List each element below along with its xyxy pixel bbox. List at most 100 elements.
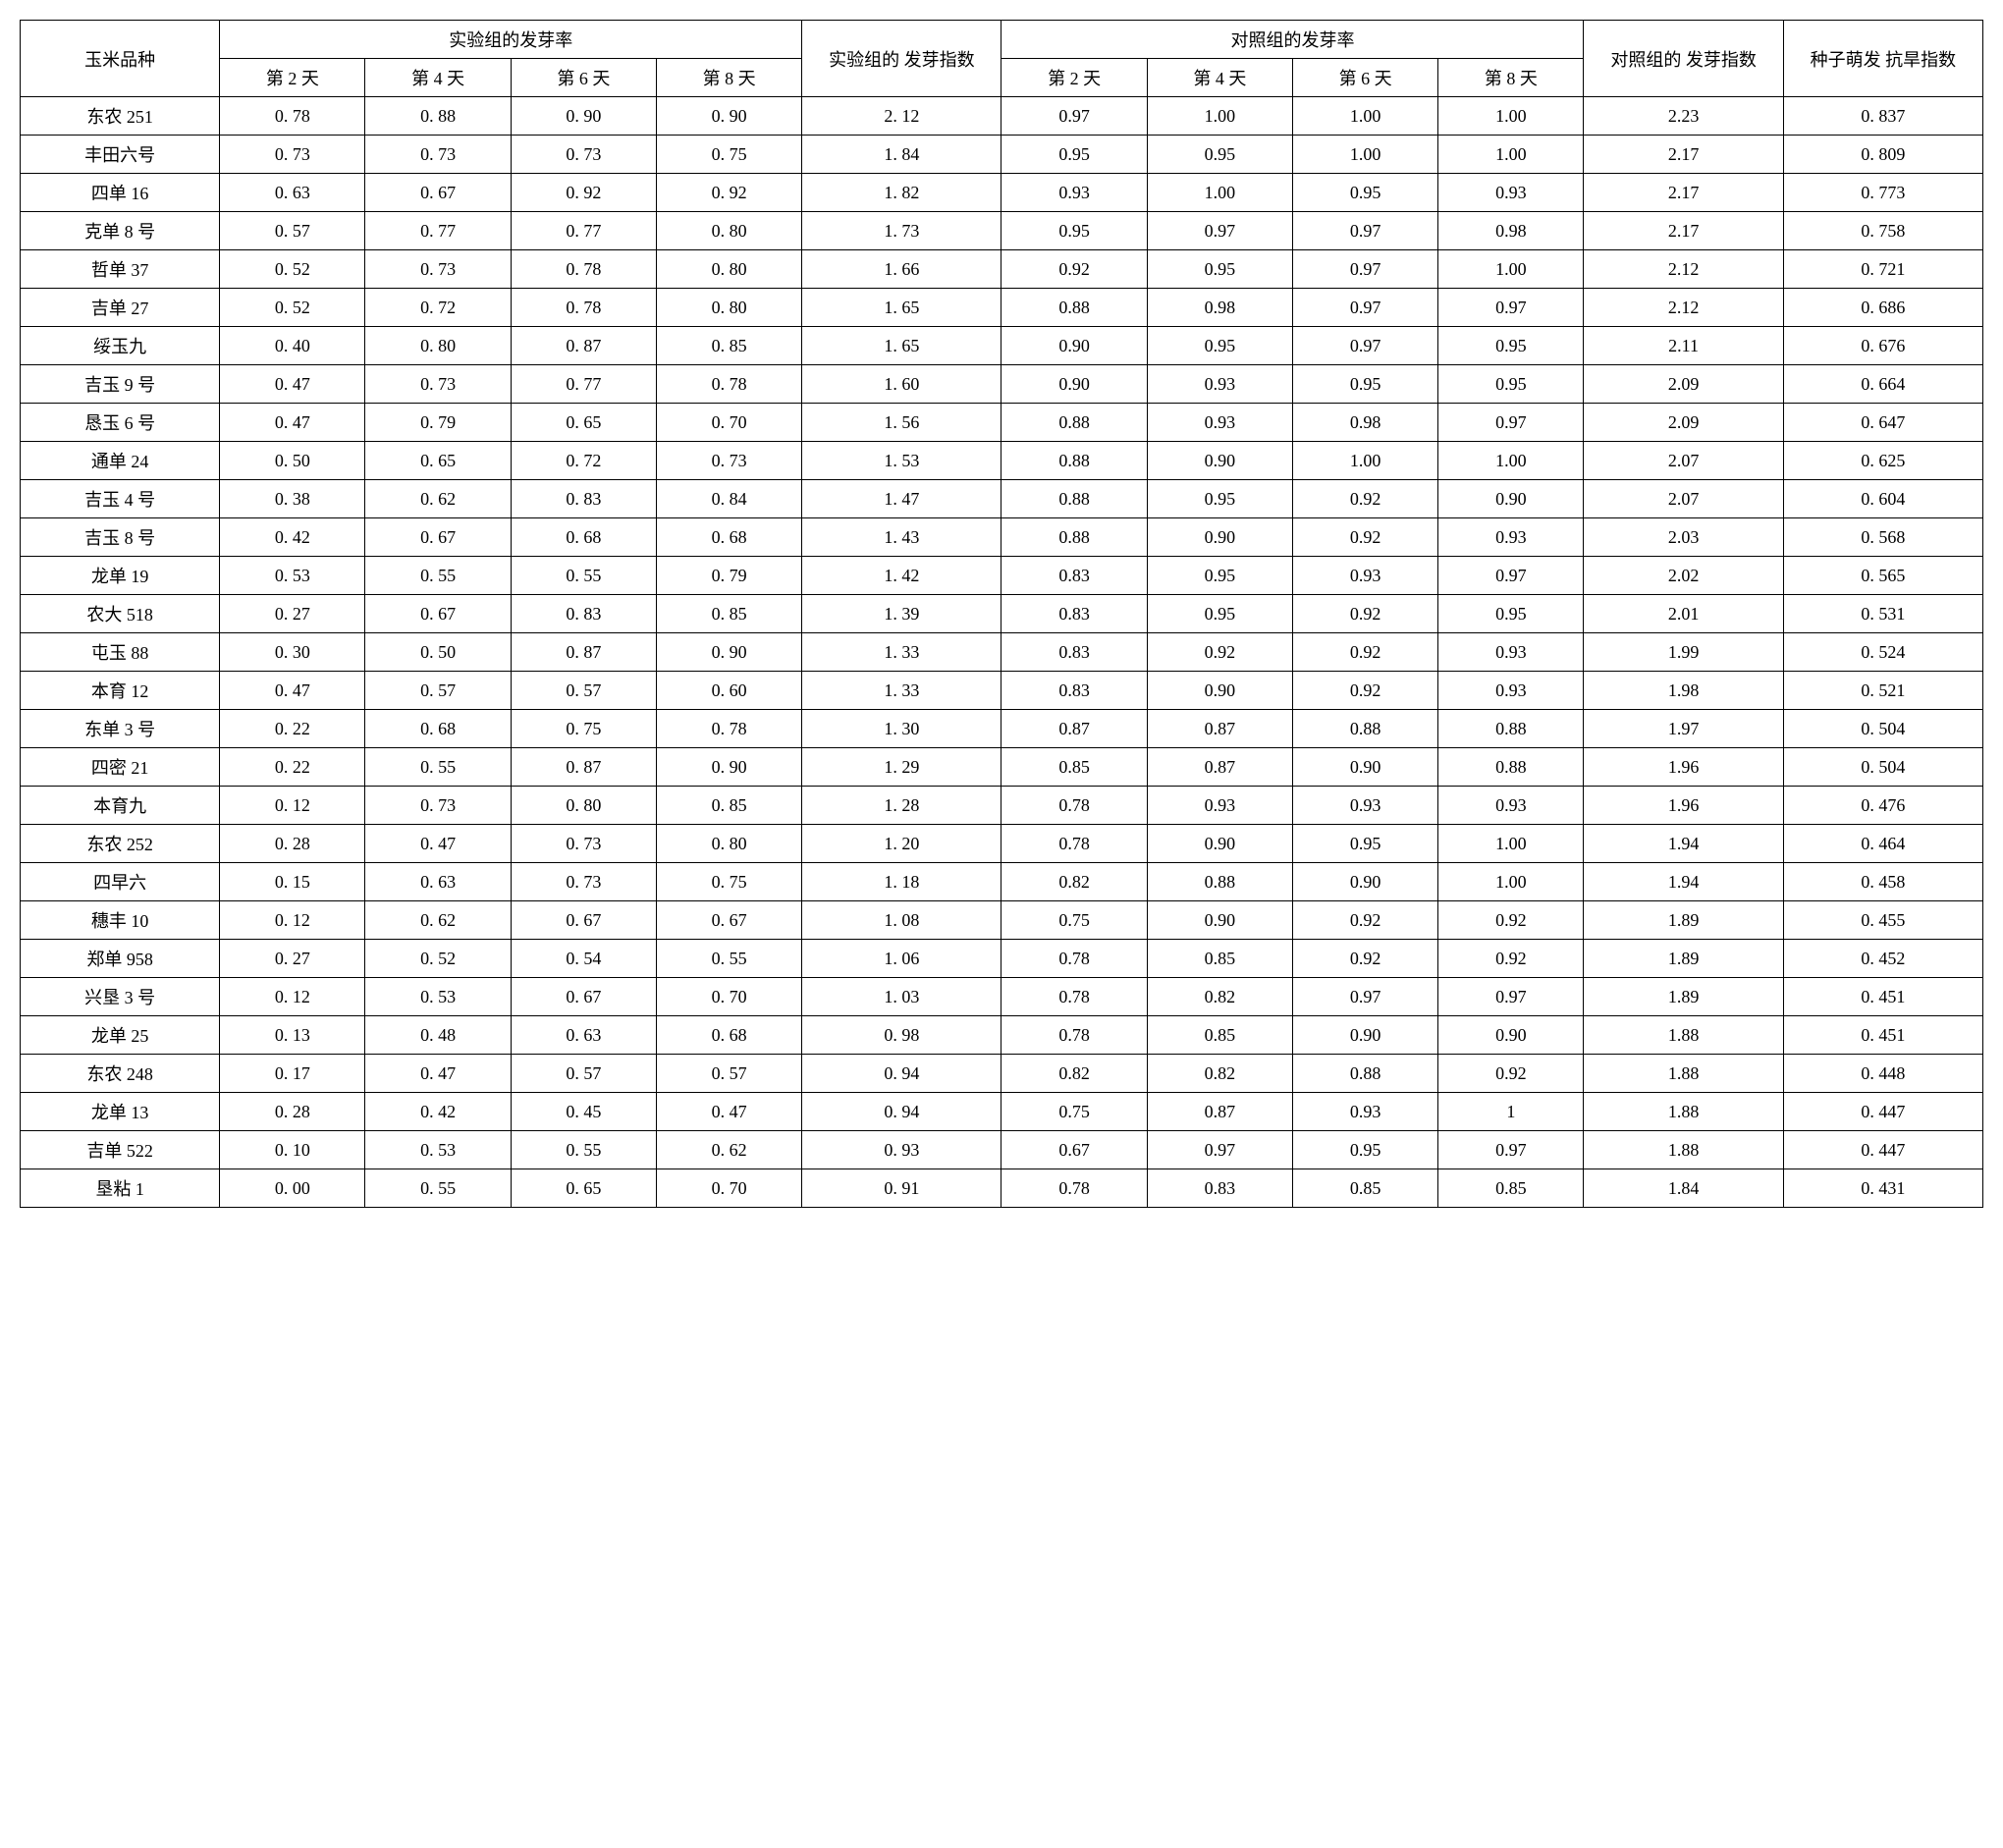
table-cell: 0. 604: [1783, 480, 1982, 518]
header-exp-d6: 第 6 天: [511, 59, 656, 97]
table-cell: 0.78: [1002, 940, 1147, 978]
table-cell: 0. 67: [365, 174, 511, 212]
table-cell: 1.00: [1438, 97, 1584, 136]
table-cell: 0.97: [1292, 212, 1437, 250]
table-cell: 1. 82: [802, 174, 1002, 212]
table-cell: 0. 52: [220, 250, 365, 289]
table-row: 吉玉 8 号0. 420. 670. 680. 681. 430.880.900…: [21, 518, 1983, 557]
table-cell: 2.07: [1584, 480, 1783, 518]
table-cell: 0. 625: [1783, 442, 1982, 480]
table-cell: 1.00: [1292, 442, 1437, 480]
header-ctrl-d2: 第 2 天: [1002, 59, 1147, 97]
table-row: 郑单 9580. 270. 520. 540. 551. 060.780.850…: [21, 940, 1983, 978]
table-cell: 0. 83: [511, 480, 656, 518]
table-cell: 0.85: [1292, 1169, 1437, 1208]
table-cell: 吉玉 9 号: [21, 365, 220, 404]
table-cell: 0. 77: [365, 212, 511, 250]
table-cell: 0. 452: [1783, 940, 1982, 978]
table-cell: 0. 17: [220, 1055, 365, 1093]
table-cell: 0.93: [1292, 1093, 1437, 1131]
table-cell: 0. 83: [511, 595, 656, 633]
table-cell: 0. 67: [656, 901, 801, 940]
table-cell: 0.88: [1438, 748, 1584, 787]
table-cell: 0. 686: [1783, 289, 1982, 327]
table-cell: 0. 78: [511, 289, 656, 327]
table-cell: 0. 67: [511, 901, 656, 940]
table-cell: 0. 80: [511, 787, 656, 825]
table-cell: 克单 8 号: [21, 212, 220, 250]
table-cell: 吉单 522: [21, 1131, 220, 1169]
table-cell: 龙单 25: [21, 1016, 220, 1055]
table-cell: 0. 87: [511, 748, 656, 787]
table-cell: 0.82: [1147, 978, 1292, 1016]
table-cell: 农大 518: [21, 595, 220, 633]
table-cell: 0. 68: [511, 518, 656, 557]
table-cell: 0.92: [1438, 901, 1584, 940]
table-cell: 0.85: [1147, 1016, 1292, 1055]
table-cell: 0. 68: [365, 710, 511, 748]
table-cell: 1.96: [1584, 787, 1783, 825]
table-cell: 0. 84: [656, 480, 801, 518]
table-cell: 0.93: [1147, 787, 1292, 825]
table-cell: 0. 62: [365, 480, 511, 518]
table-cell: 0. 12: [220, 978, 365, 1016]
table-cell: 0. 521: [1783, 672, 1982, 710]
table-cell: 0.92: [1147, 633, 1292, 672]
table-cell: 东农 251: [21, 97, 220, 136]
table-cell: 0. 55: [365, 748, 511, 787]
table-cell: 0.97: [1292, 289, 1437, 327]
table-cell: 0.85: [1002, 748, 1147, 787]
table-cell: 1.96: [1584, 748, 1783, 787]
table-cell: 0. 85: [656, 787, 801, 825]
table-cell: 0.90: [1147, 518, 1292, 557]
table-cell: 0. 10: [220, 1131, 365, 1169]
table-cell: 0. 65: [511, 404, 656, 442]
table-cell: 0. 73: [511, 825, 656, 863]
table-cell: 0. 464: [1783, 825, 1982, 863]
table-cell: 1. 84: [802, 136, 1002, 174]
table-cell: 0. 50: [365, 633, 511, 672]
table-cell: 0. 50: [220, 442, 365, 480]
table-cell: 2.17: [1584, 212, 1783, 250]
table-cell: 0. 73: [365, 787, 511, 825]
table-cell: 本育九: [21, 787, 220, 825]
table-cell: 0.90: [1292, 863, 1437, 901]
table-cell: 0.93: [1147, 404, 1292, 442]
table-cell: 1.00: [1147, 174, 1292, 212]
table-cell: 0. 47: [220, 672, 365, 710]
table-cell: 0.83: [1002, 672, 1147, 710]
table-cell: 0.92: [1292, 672, 1437, 710]
table-cell: 0.90: [1292, 1016, 1437, 1055]
table-cell: 东农 248: [21, 1055, 220, 1093]
table-cell: 1. 30: [802, 710, 1002, 748]
table-cell: 1: [1438, 1093, 1584, 1131]
header-variety: 玉米品种: [21, 21, 220, 97]
table-cell: 1.97: [1584, 710, 1783, 748]
table-cell: 0. 80: [656, 825, 801, 863]
table-cell: 0. 67: [365, 518, 511, 557]
table-cell: 1.00: [1292, 136, 1437, 174]
table-cell: 0.78: [1002, 825, 1147, 863]
table-cell: 1.89: [1584, 978, 1783, 1016]
table-cell: 0.93: [1438, 672, 1584, 710]
table-cell: 0. 77: [511, 365, 656, 404]
table-row: 东农 2520. 280. 470. 730. 801. 200.780.900…: [21, 825, 1983, 863]
table-cell: 0. 52: [365, 940, 511, 978]
table-cell: 0. 676: [1783, 327, 1982, 365]
table-cell: 0.83: [1002, 557, 1147, 595]
header-ctrl-d6: 第 6 天: [1292, 59, 1437, 97]
table-cell: 0. 68: [656, 518, 801, 557]
table-cell: 0. 447: [1783, 1131, 1982, 1169]
table-cell: 0. 80: [365, 327, 511, 365]
header-ctrl-index: 对照组的 发芽指数: [1584, 21, 1783, 97]
table-cell: 0.98: [1292, 404, 1437, 442]
table-cell: 0. 47: [220, 404, 365, 442]
table-cell: 0. 73: [511, 136, 656, 174]
table-row: 吉玉 4 号0. 380. 620. 830. 841. 470.880.950…: [21, 480, 1983, 518]
table-cell: 龙单 19: [21, 557, 220, 595]
table-cell: 2.07: [1584, 442, 1783, 480]
table-cell: 0. 78: [656, 365, 801, 404]
table-cell: 0.93: [1438, 518, 1584, 557]
table-row: 吉单 5220. 100. 530. 550. 620. 930.670.970…: [21, 1131, 1983, 1169]
table-cell: 0. 476: [1783, 787, 1982, 825]
